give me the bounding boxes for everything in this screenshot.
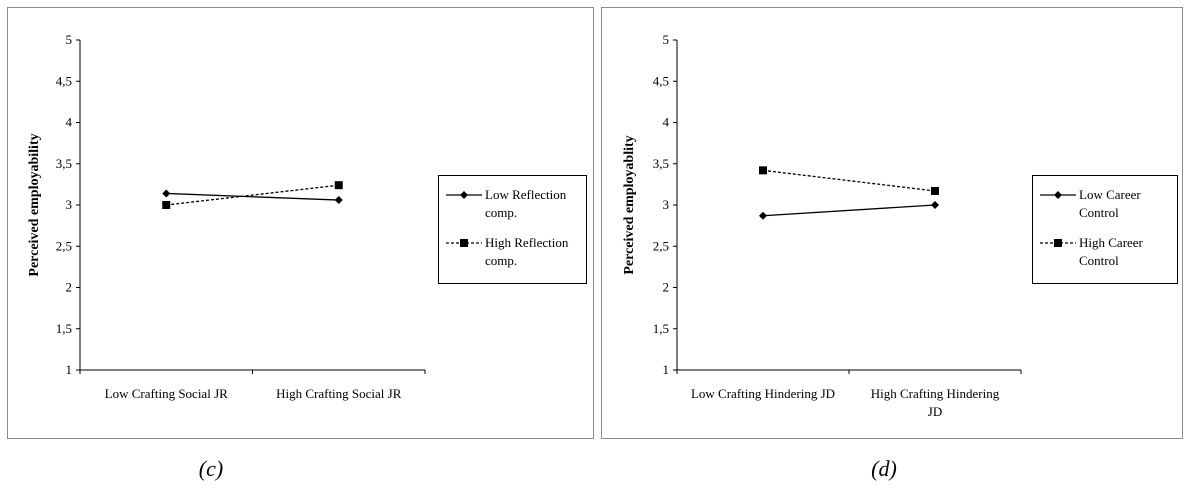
series-line-2 bbox=[762, 169, 936, 192]
y-tick-label: 1,5 bbox=[653, 321, 669, 336]
legend-entry-label: High Reflection comp. bbox=[485, 235, 569, 268]
data-point-series-1 bbox=[759, 211, 767, 220]
y-tick-label: 1 bbox=[663, 362, 670, 377]
y-tick-label: 3,5 bbox=[653, 156, 669, 171]
series-line-1 bbox=[166, 192, 339, 201]
y-tick-label: 2 bbox=[663, 280, 670, 295]
legend-entry-label: Low Reflection comp. bbox=[485, 187, 567, 220]
x-tick-label: Low Crafting Hindering JD bbox=[691, 386, 835, 401]
legend-entry-label: High Career Control bbox=[1079, 235, 1144, 268]
data-point-series-1 bbox=[931, 201, 939, 209]
y-tick-label: 4,5 bbox=[56, 73, 72, 88]
legend-marker bbox=[460, 191, 468, 199]
legend-marker bbox=[1054, 191, 1062, 199]
y-tick-label: 5 bbox=[663, 32, 670, 47]
data-point-series-2 bbox=[334, 181, 343, 190]
y-tick-label: 1 bbox=[66, 362, 73, 377]
y-axis-label: Perceived employablity bbox=[622, 135, 637, 274]
series-line-2 bbox=[166, 184, 339, 206]
x-tick-label: High Crafting Social JR bbox=[276, 386, 402, 401]
y-tick-label: 1,5 bbox=[56, 321, 72, 336]
panel-caption: (d) bbox=[871, 456, 897, 481]
y-tick-label: 2,5 bbox=[653, 238, 669, 253]
chart-panel-2: 1 1,5 2 2,5 3 3,5 4 4,5 5 Low Crafting Hindering … bbox=[601, 7, 1183, 481]
y-tick-label: 3,5 bbox=[56, 156, 72, 171]
chart-panel-1: 1 1,5 2 2,5 3 3,5 4 4,5 5 Low Crafting Social JR H… bbox=[7, 7, 594, 481]
data-point-series-2 bbox=[162, 201, 171, 209]
y-tick-label: 2,5 bbox=[56, 238, 72, 253]
data-point-series-1 bbox=[334, 196, 343, 205]
legend-marker bbox=[1054, 239, 1062, 247]
y-tick-label: 4 bbox=[66, 115, 73, 130]
y-tick-label: 2 bbox=[66, 280, 73, 295]
panel-caption: (c) bbox=[199, 456, 223, 481]
x-tick-label: Low Crafting Social JR bbox=[105, 386, 228, 401]
data-point-series-1 bbox=[162, 189, 171, 198]
legend-entry-label: Low Career Control bbox=[1079, 187, 1141, 220]
y-tick-label: 4 bbox=[663, 115, 670, 130]
y-tick-label: 3 bbox=[66, 197, 73, 212]
legend-marker bbox=[460, 239, 468, 247]
y-tick-label: 4,5 bbox=[653, 73, 669, 88]
data-point-series-2 bbox=[759, 166, 767, 175]
series-line-1 bbox=[762, 204, 936, 217]
y-tick-label: 5 bbox=[66, 32, 73, 47]
data-point-series-2 bbox=[931, 186, 939, 195]
y-tick-label: 3 bbox=[663, 197, 670, 212]
y-axis-label: Perceived employability bbox=[27, 133, 42, 276]
x-tick-label: High Crafting Hindering JD bbox=[871, 386, 1000, 419]
